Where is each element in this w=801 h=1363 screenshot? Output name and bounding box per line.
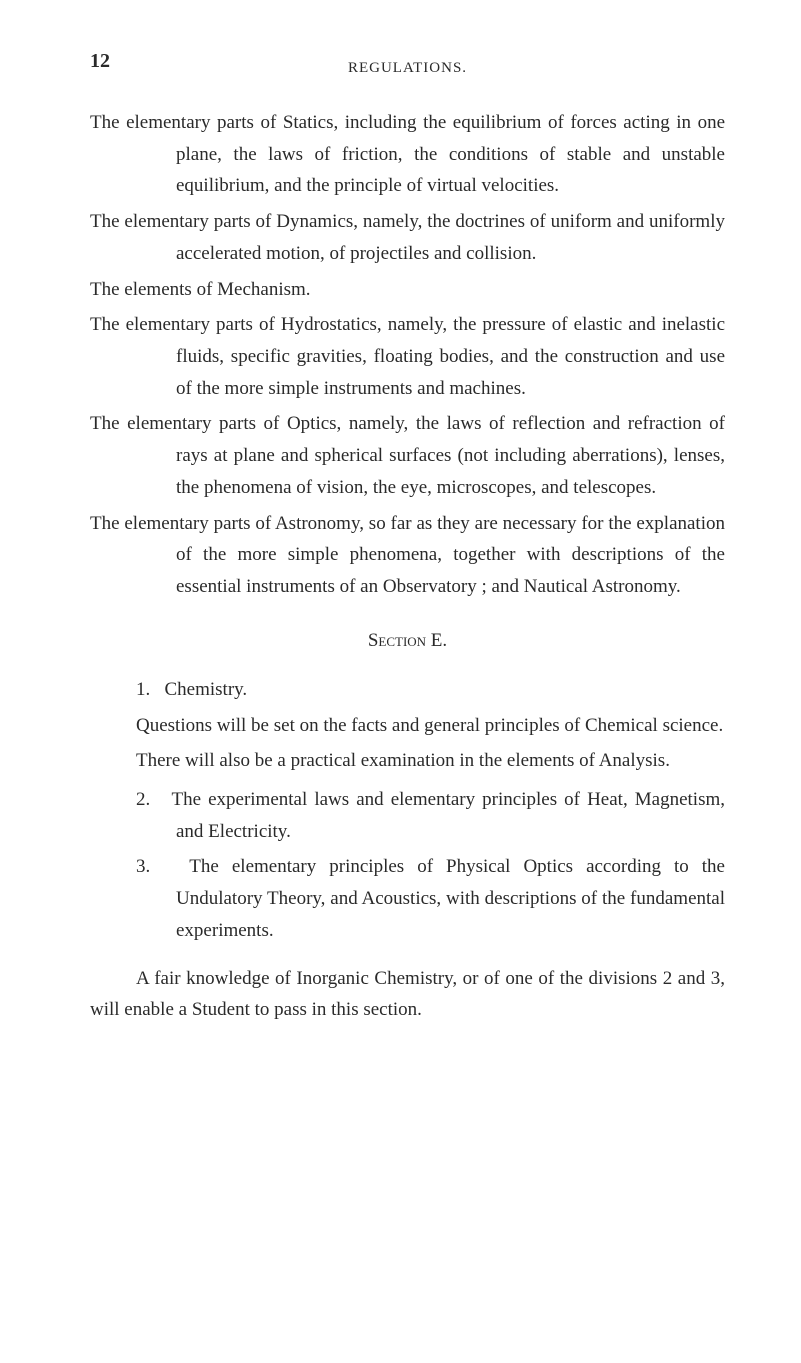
section-e-title: Section E. — [90, 630, 725, 652]
item-number-1: 1. — [136, 679, 150, 700]
page-number: 12 — [90, 50, 110, 73]
item-text-2: The experimental laws and elementary pri… — [171, 789, 725, 842]
item-number-3: 3. — [136, 856, 150, 877]
paragraph-final: A fair knowledge of Inorganic Chemistry,… — [90, 963, 725, 1026]
item-chemistry: 1. Chemistry. — [90, 674, 725, 706]
page-header: REGULATIONS. — [90, 60, 725, 77]
item-text-3: The elementary principles of Physical Op… — [176, 856, 725, 940]
paragraph-questions: Questions will be set on the facts and g… — [90, 710, 725, 742]
item-number-2: 2. — [136, 789, 150, 810]
paragraph-dynamics: The elementary parts of Dynamics, namely… — [90, 206, 725, 269]
paragraph-statics: The elementary parts of Statics, includi… — [90, 107, 725, 202]
paragraph-astronomy: The elementary parts of Astronomy, so fa… — [90, 508, 725, 603]
item-heat-magnetism: 2. The experimental laws and elementary … — [90, 784, 725, 847]
paragraph-hydrostatics: The elementary parts of Hydrostatics, na… — [90, 309, 725, 404]
paragraph-optics: The elementary parts of Optics, namely, … — [90, 408, 725, 503]
item-text-1: Chemistry. — [165, 679, 248, 700]
paragraph-mechanism: The elements of Mechanism. — [90, 274, 725, 306]
paragraph-analysis: There will also be a practical examinati… — [90, 745, 725, 777]
item-physical-optics: 3. The elementary principles of Physical… — [90, 851, 725, 946]
